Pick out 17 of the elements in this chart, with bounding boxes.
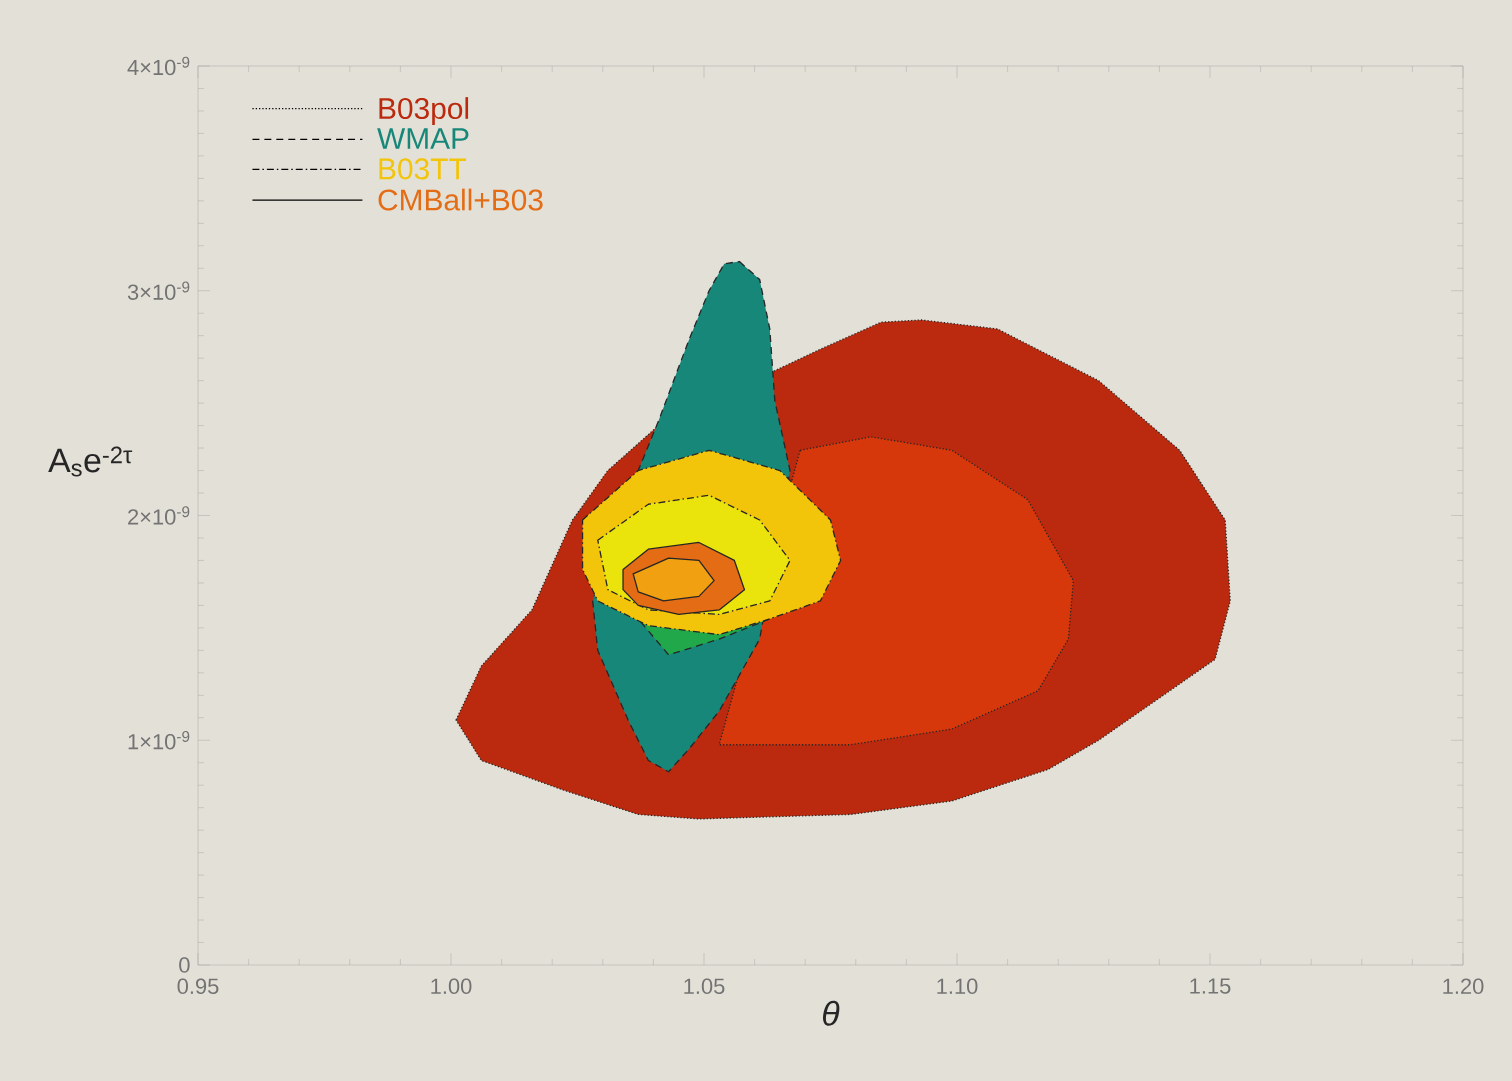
text: B03pol <box>379 97 469 126</box>
text: B03TT <box>379 158 467 180</box>
x-tick-label: 1.10 <box>937 978 978 994</box>
text: CMBall+B03 <box>378 188 543 211</box>
y-tick-label: 4×10$^{-9}$ <box>127 56 190 76</box>
text: WMAP <box>377 128 469 149</box>
x-tick-label: 0.95 <box>177 978 219 994</box>
x-tick-label: 1.20 <box>1443 978 1484 994</box>
x-tick-label: 1.15 <box>1190 978 1231 994</box>
x-axis-title: θ <box>822 1000 840 1026</box>
y-tick-label: 3×10$^{-9}$ <box>127 281 190 300</box>
x-tick-label: 1.05 <box>684 978 725 994</box>
y-tick-label: 1×10$^{-9}$ <box>128 731 190 750</box>
y-tick-label: 0 <box>179 957 190 973</box>
y-tick-label: 2×10$^{-9}$ <box>128 506 190 525</box>
x-tick-label: 1.00 <box>431 978 472 994</box>
y-axis-title: A$_{s}$e$^{-2τ}$ <box>48 446 133 477</box>
